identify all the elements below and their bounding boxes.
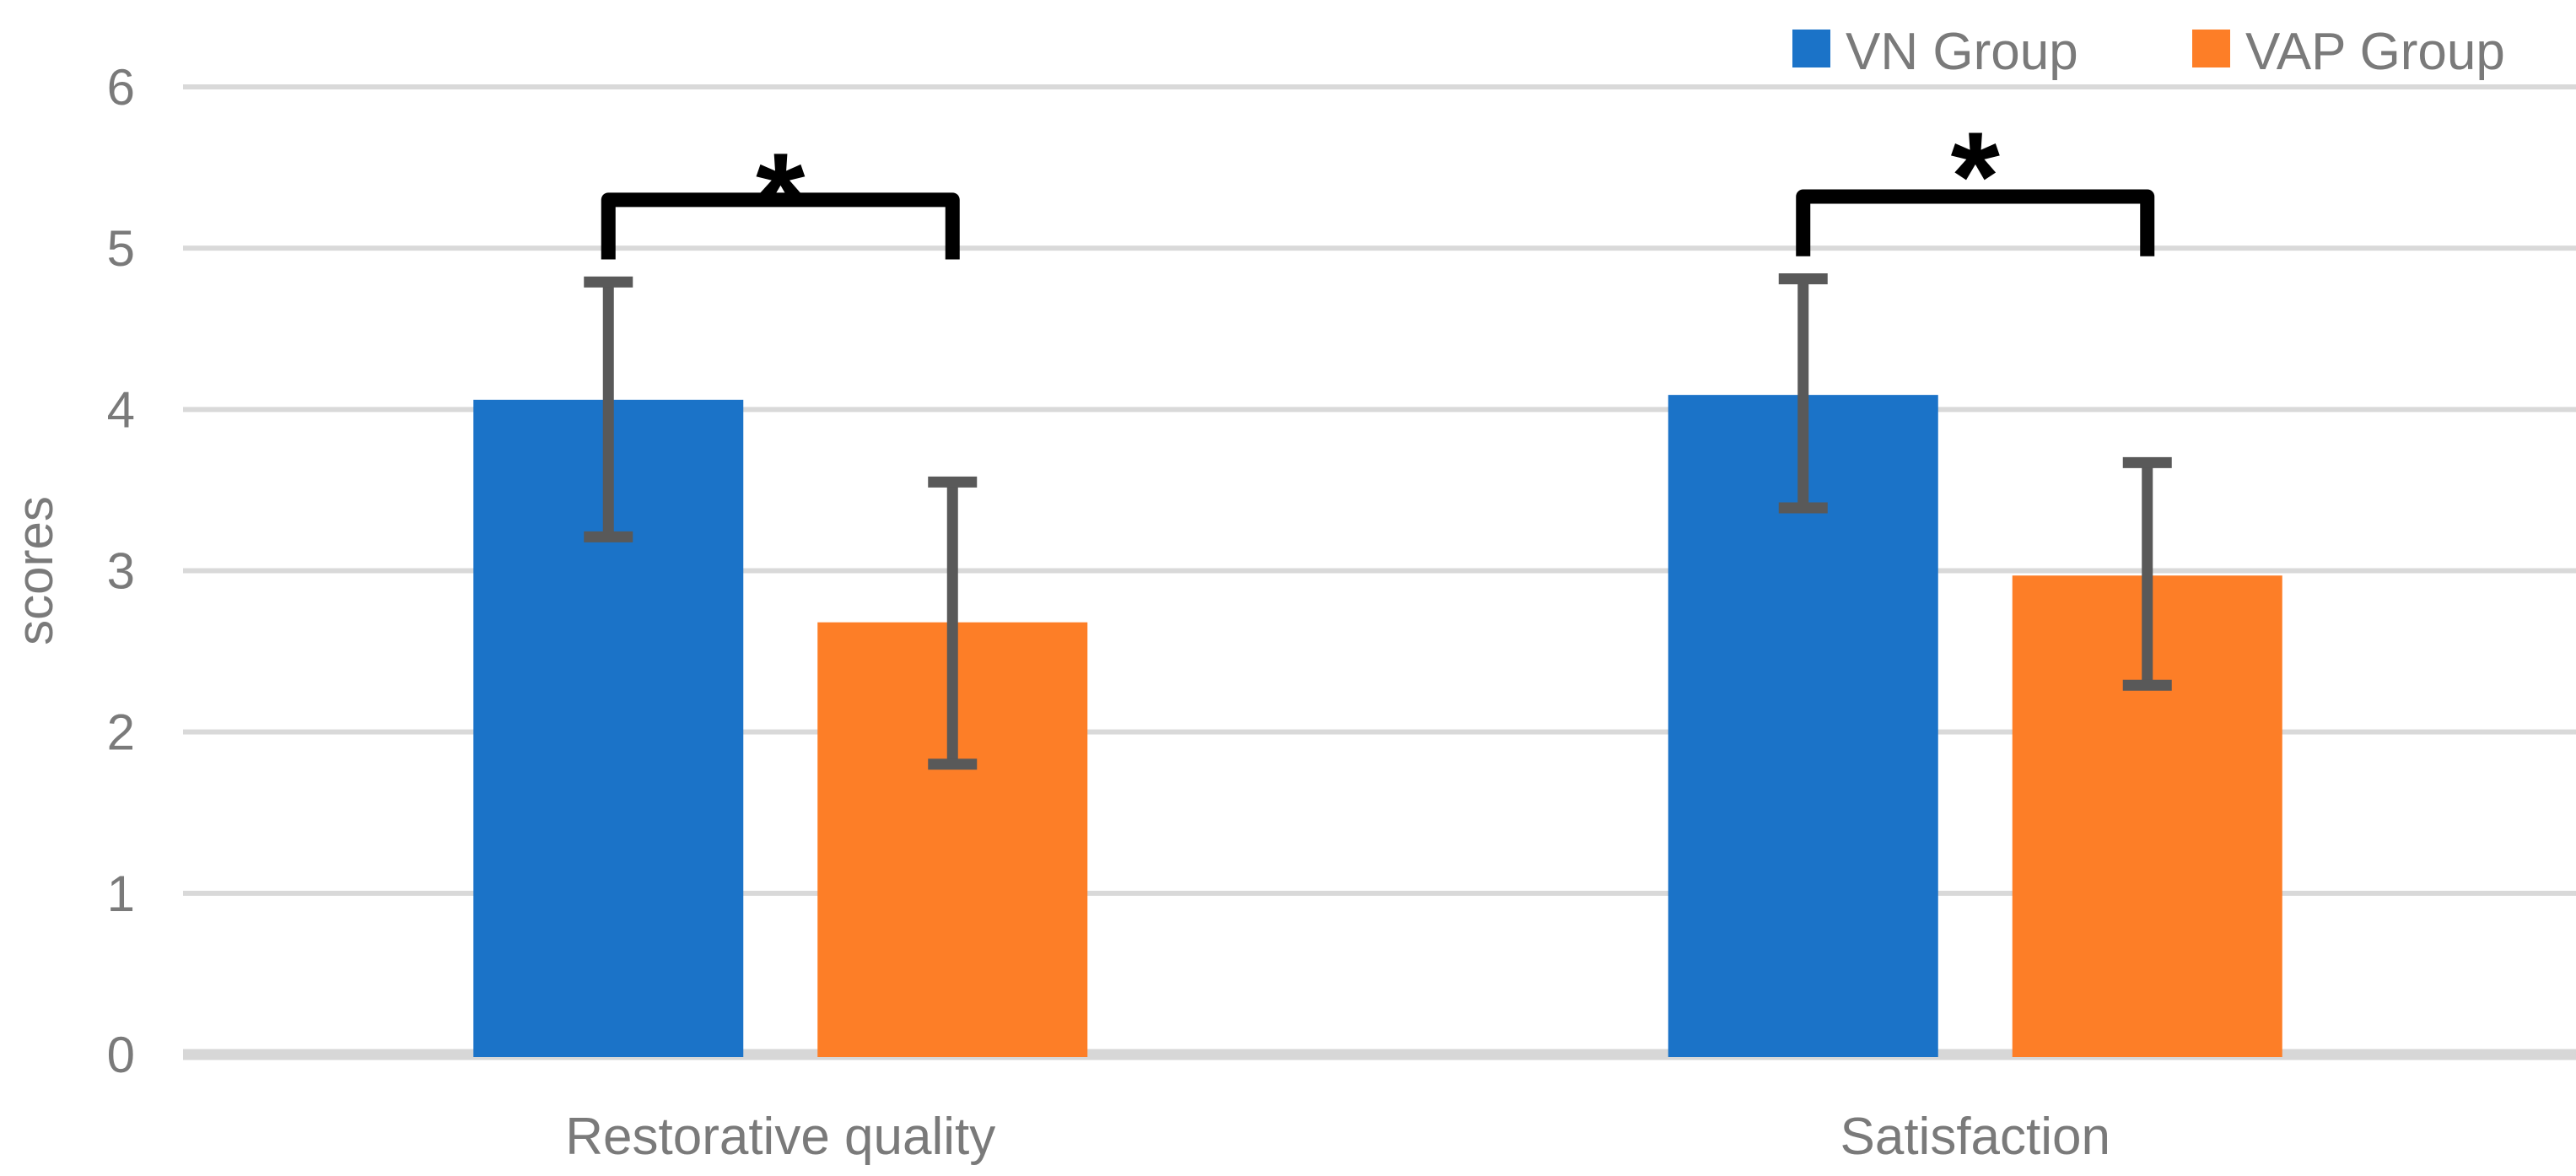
significance-bracket-satisfaction	[1796, 189, 2155, 256]
significance-bracket-restorative-quality	[601, 192, 960, 260]
significance-asterisk-restorative-quality: *	[756, 127, 806, 268]
y-tick-label-0: 0	[107, 1027, 135, 1083]
y-axis-title: scores	[7, 496, 63, 645]
legend-swatch-vap-group	[2192, 30, 2230, 67]
y-tick-label-4: 4	[107, 381, 135, 438]
legend-label-vn-group: VN Group	[1846, 23, 2078, 81]
y-tick-label-2: 2	[107, 704, 135, 761]
y-tick-label-1: 1	[107, 866, 135, 922]
y-tick-label-6: 6	[107, 59, 135, 116]
y-tick-label-5: 5	[107, 220, 135, 277]
significance-asterisk-satisfaction: *	[1951, 105, 2001, 247]
legend-label-vap-group: VAP Group	[2245, 23, 2505, 81]
y-tick-label-3: 3	[107, 543, 135, 600]
legend-swatch-vn-group	[1792, 30, 1830, 67]
x-category-label-restorative-quality: Restorative quality	[565, 1108, 995, 1166]
x-category-label-satisfaction: Satisfaction	[1840, 1108, 2110, 1166]
